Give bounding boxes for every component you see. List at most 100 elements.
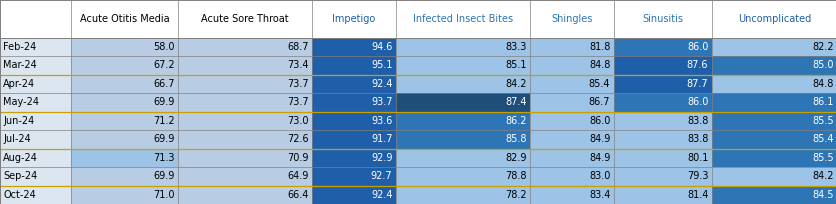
Bar xyxy=(0,93,71,112)
Bar xyxy=(613,56,711,75)
Bar xyxy=(395,93,529,112)
Text: 86.0: 86.0 xyxy=(686,42,707,52)
Text: Acute Otitis Media: Acute Otitis Media xyxy=(79,14,169,24)
Text: 94.6: 94.6 xyxy=(370,42,392,52)
Bar xyxy=(178,149,312,167)
Text: 69.9: 69.9 xyxy=(153,134,175,144)
Bar xyxy=(312,130,395,149)
Bar xyxy=(711,149,836,167)
Bar xyxy=(71,149,178,167)
Bar xyxy=(613,149,711,167)
Text: 58.0: 58.0 xyxy=(153,42,175,52)
Bar xyxy=(711,56,836,75)
Text: 70.9: 70.9 xyxy=(287,153,308,163)
Text: 92.9: 92.9 xyxy=(370,153,392,163)
Bar xyxy=(395,38,529,56)
Bar xyxy=(529,149,613,167)
Text: 86.7: 86.7 xyxy=(589,97,609,107)
Text: 95.1: 95.1 xyxy=(370,60,392,70)
Text: 71.0: 71.0 xyxy=(153,190,175,200)
Bar xyxy=(711,130,836,149)
Bar xyxy=(395,167,529,185)
Text: 85.8: 85.8 xyxy=(505,134,526,144)
Text: 73.4: 73.4 xyxy=(287,60,308,70)
Text: 93.7: 93.7 xyxy=(370,97,392,107)
Bar xyxy=(178,56,312,75)
Text: 92.7: 92.7 xyxy=(370,171,392,181)
Text: 78.8: 78.8 xyxy=(505,171,526,181)
Bar xyxy=(312,38,395,56)
Bar xyxy=(312,93,395,112)
Text: 84.8: 84.8 xyxy=(811,79,833,89)
Bar xyxy=(711,167,836,185)
Text: 82.2: 82.2 xyxy=(811,42,833,52)
Bar xyxy=(395,130,529,149)
Bar xyxy=(71,167,178,185)
Bar xyxy=(71,38,178,56)
Text: Feb-24: Feb-24 xyxy=(3,42,37,52)
Text: 78.2: 78.2 xyxy=(505,190,526,200)
Text: Apr-24: Apr-24 xyxy=(3,79,35,89)
Bar xyxy=(613,185,711,204)
Text: 85.4: 85.4 xyxy=(589,79,609,89)
Bar xyxy=(312,75,395,93)
Text: 81.8: 81.8 xyxy=(589,42,609,52)
Text: 85.5: 85.5 xyxy=(811,153,833,163)
Bar xyxy=(312,185,395,204)
Text: 83.4: 83.4 xyxy=(589,190,609,200)
Bar xyxy=(71,75,178,93)
Text: Impetigo: Impetigo xyxy=(332,14,375,24)
Text: Sinusitis: Sinusitis xyxy=(641,14,682,24)
Bar xyxy=(711,112,836,130)
Bar xyxy=(395,75,529,93)
Bar xyxy=(529,56,613,75)
Text: Sep-24: Sep-24 xyxy=(3,171,38,181)
Text: 84.2: 84.2 xyxy=(505,79,526,89)
Bar xyxy=(178,167,312,185)
Text: 68.7: 68.7 xyxy=(287,42,308,52)
Bar xyxy=(711,185,836,204)
Text: 87.4: 87.4 xyxy=(505,97,526,107)
Text: 80.1: 80.1 xyxy=(686,153,707,163)
Bar xyxy=(613,112,711,130)
Bar xyxy=(312,112,395,130)
Bar xyxy=(178,130,312,149)
Text: Uncomplicated: Uncomplicated xyxy=(737,14,810,24)
Bar xyxy=(71,185,178,204)
Bar xyxy=(613,38,711,56)
Text: 71.2: 71.2 xyxy=(153,116,175,126)
Bar xyxy=(0,112,71,130)
Bar xyxy=(178,93,312,112)
Text: 84.5: 84.5 xyxy=(811,190,833,200)
Bar xyxy=(0,130,71,149)
Bar xyxy=(0,0,836,38)
Text: Mar-24: Mar-24 xyxy=(3,60,37,70)
Bar xyxy=(178,75,312,93)
Text: Acute Sore Throat: Acute Sore Throat xyxy=(201,14,288,24)
Text: 84.8: 84.8 xyxy=(589,60,609,70)
Text: 64.9: 64.9 xyxy=(288,171,308,181)
Text: 81.4: 81.4 xyxy=(686,190,707,200)
Text: 69.9: 69.9 xyxy=(153,97,175,107)
Text: Infected Insect Bites: Infected Insect Bites xyxy=(412,14,512,24)
Bar xyxy=(0,38,71,56)
Text: 85.4: 85.4 xyxy=(811,134,833,144)
Text: 66.7: 66.7 xyxy=(153,79,175,89)
Text: 83.3: 83.3 xyxy=(505,42,526,52)
Text: 92.4: 92.4 xyxy=(370,79,392,89)
Bar xyxy=(0,56,71,75)
Bar xyxy=(395,185,529,204)
Text: 84.9: 84.9 xyxy=(589,134,609,144)
Bar xyxy=(71,112,178,130)
Text: 87.6: 87.6 xyxy=(686,60,707,70)
Bar xyxy=(71,93,178,112)
Text: 83.0: 83.0 xyxy=(589,171,609,181)
Text: 91.7: 91.7 xyxy=(370,134,392,144)
Bar xyxy=(395,56,529,75)
Bar xyxy=(178,112,312,130)
Text: 71.3: 71.3 xyxy=(153,153,175,163)
Text: 83.8: 83.8 xyxy=(686,134,707,144)
Text: May-24: May-24 xyxy=(3,97,39,107)
Bar xyxy=(312,167,395,185)
Bar xyxy=(613,75,711,93)
